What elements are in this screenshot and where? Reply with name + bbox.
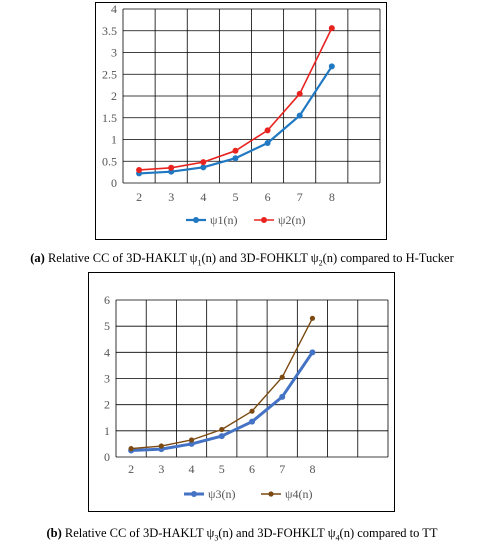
- legend-swatch-marker: [193, 217, 199, 223]
- x-tick-label: 5: [232, 190, 238, 204]
- data-point: [158, 443, 164, 449]
- y-tick-label: 3: [111, 46, 117, 60]
- chart-a-frame: 0 0.5 1 1.5 2 2.5 3 3.5 4 2 3 4 5 6 7 8 ψ1(n) ψ2(n): [95, 2, 387, 240]
- caption-a-sub-2: 2: [318, 258, 323, 268]
- legend: ψ1(n) ψ2(n): [186, 213, 306, 227]
- y-tick-label: 6: [104, 293, 110, 307]
- data-point: [249, 418, 255, 425]
- x-tick-label: 3: [158, 462, 164, 476]
- legend-label: ψ3(n): [208, 487, 236, 501]
- x-tick-label: 4: [189, 462, 195, 476]
- x-tick-label: 2: [128, 462, 134, 476]
- data-point: [296, 112, 303, 119]
- caption-b-sub-1: 3: [214, 533, 219, 543]
- data-point: [218, 433, 225, 440]
- data-point: [168, 164, 175, 171]
- x-tick-label: 4: [200, 190, 206, 204]
- x-tick-label: 2: [136, 190, 142, 204]
- x-tick-label: 8: [329, 190, 335, 204]
- x-tick-label: 6: [265, 190, 271, 204]
- legend: ψ3(n) ψ4(n): [184, 487, 313, 501]
- chart-b-frame: 0 1 2 3 4 5 6 2 3 4 5 6 7 8 ψ3(n) ψ4(n): [88, 272, 395, 512]
- chart-a: 0 0.5 1 1.5 2 2.5 3 3.5 4 2 3 4 5 6 7 8 ψ1(n) ψ2(n): [102, 3, 381, 227]
- data-point: [232, 147, 239, 154]
- y-tick-label: 4: [111, 3, 117, 16]
- x-tick-label: 5: [219, 462, 225, 476]
- gridlines: [122, 8, 381, 184]
- y-tick-label: 3.5: [102, 24, 117, 38]
- caption-a-text-2: (n) and 3D-FOHKLT ψ: [201, 251, 319, 265]
- legend-swatch-marker: [191, 491, 197, 497]
- legend-swatch-marker: [261, 217, 267, 223]
- caption-a-label: (a): [30, 251, 45, 265]
- y-tick-label: 2: [104, 398, 110, 412]
- data-point: [296, 90, 303, 97]
- x-tick-label: 7: [297, 190, 303, 204]
- data-point: [188, 437, 195, 443]
- data-point: [264, 139, 271, 146]
- caption-b-sub-2: 4: [335, 533, 340, 543]
- data-point: [309, 349, 316, 356]
- caption-b-label: (b): [46, 526, 62, 540]
- legend-label: ψ1(n): [210, 213, 238, 227]
- y-tick-label: 5: [104, 319, 110, 333]
- data-point: [200, 164, 207, 171]
- y-tick-label: 3: [104, 372, 110, 386]
- y-tick-label: 0: [104, 450, 110, 464]
- series-1: [136, 63, 335, 177]
- caption-b: (b) Relative CC of 3D-HAKLT ψ3(n) and 3D…: [0, 526, 484, 543]
- caption-a: (a) Relative CC of 3D-HAKLT ψ1(n) and 3D…: [0, 251, 484, 268]
- caption-b-text-3: (n) compared to TT: [339, 526, 438, 540]
- data-point: [188, 440, 195, 447]
- legend-swatch-marker: [268, 491, 274, 497]
- y-tick-label: 1.5: [102, 111, 117, 125]
- legend-label: ψ4(n): [285, 487, 313, 501]
- chart-b: 0 1 2 3 4 5 6 2 3 4 5 6 7 8 ψ3(n) ψ4(n): [104, 293, 389, 501]
- data-point: [309, 315, 316, 321]
- data-point: [128, 446, 134, 452]
- data-point: [136, 166, 143, 173]
- data-point: [279, 374, 285, 380]
- y-tick-label: 0.5: [102, 154, 117, 168]
- series-2: [128, 315, 316, 452]
- x-tick-label: 3: [168, 190, 174, 204]
- data-point: [279, 393, 286, 400]
- data-point: [328, 25, 335, 32]
- data-point: [219, 426, 225, 433]
- data-point: [264, 127, 271, 134]
- data-point: [200, 159, 207, 166]
- legend-label: ψ2(n): [278, 213, 306, 227]
- y-tick-label: 4: [104, 345, 110, 359]
- caption-a-text-1: Relative CC of 3D-HAKLT ψ: [44, 251, 198, 265]
- series-1: [128, 349, 316, 454]
- series-2: [136, 25, 335, 173]
- y-tick-label: 2: [111, 89, 117, 103]
- y-tick-label: 1: [104, 424, 110, 438]
- gridlines: [115, 299, 389, 458]
- data-point: [232, 155, 239, 162]
- y-tick-label: 2.5: [102, 67, 117, 81]
- caption-b-text-2: (n) and 3D-FOHKLT ψ: [218, 526, 336, 540]
- caption-b-text-1: Relative CC of 3D-HAKLT ψ: [61, 526, 215, 540]
- x-tick-label: 7: [279, 462, 285, 476]
- data-point: [249, 408, 255, 414]
- y-tick-label: 0: [111, 176, 117, 190]
- y-tick-label: 1: [111, 133, 117, 147]
- caption-a-sub-1: 1: [197, 258, 202, 268]
- data-point: [328, 63, 335, 70]
- x-tick-label: 8: [309, 462, 315, 476]
- x-tick-label: 6: [249, 462, 255, 476]
- caption-a-text-3: (n) compared to H-Tucker: [322, 251, 454, 265]
